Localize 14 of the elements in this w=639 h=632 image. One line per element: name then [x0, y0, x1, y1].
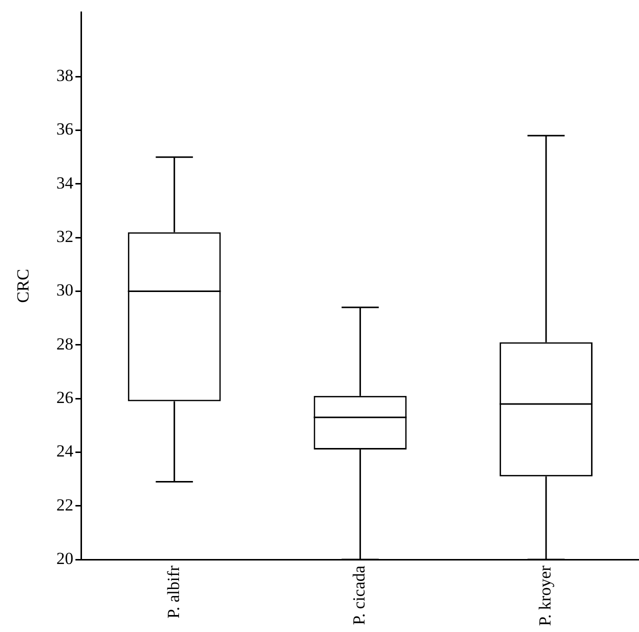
- x-tick-label: P. cicada: [350, 565, 369, 626]
- y-tick-label: 38: [56, 66, 74, 86]
- y-tick-label: 30: [56, 280, 74, 300]
- y-tick-label: 26: [56, 388, 74, 408]
- y-tick-label: 22: [56, 495, 74, 514]
- y-tick-label: 34: [56, 173, 74, 192]
- y-tick-label: 32: [56, 227, 74, 246]
- y-tick-label: 28: [56, 334, 74, 354]
- y-tick-label: 20: [56, 549, 74, 568]
- y-tick-label: 24: [56, 442, 74, 461]
- x-tick-label: P. kroyer: [536, 565, 555, 626]
- y-axis-title: CRC: [14, 268, 33, 303]
- x-tick-label: P. albifr: [164, 565, 183, 618]
- y-tick-label: 36: [56, 120, 74, 139]
